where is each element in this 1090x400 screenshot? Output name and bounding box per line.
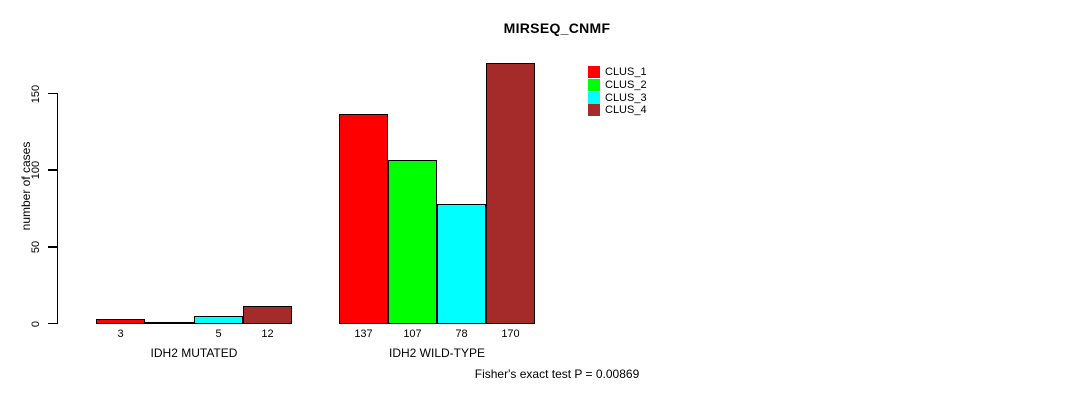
y-tick-label: 150 <box>30 84 42 103</box>
y-tick-label: 0 <box>30 320 42 327</box>
bar-clus_4-idh2-wild-type <box>486 62 535 324</box>
bar-value-label: 12 <box>261 328 274 340</box>
fisher-test-annotation: Fisher's exact test P = 0.00869 <box>474 367 640 381</box>
bar-clus_3-idh2-wild-type <box>437 203 486 324</box>
legend-swatch-clus_2 <box>588 78 600 91</box>
legend-label: CLUS_4 <box>605 104 647 117</box>
y-tick-mark <box>48 92 58 94</box>
legend-swatch-clus_1 <box>588 66 600 78</box>
bar-value-label: 107 <box>403 328 422 340</box>
y-tick-mark <box>48 169 58 171</box>
bar-clus_1-idh2-wild-type <box>339 113 388 324</box>
bar-value-label: 170 <box>501 328 520 340</box>
bar-value-label: 137 <box>354 328 373 340</box>
bar-value-label: 3 <box>117 328 124 340</box>
legend-row: CLUS_1 <box>588 66 647 78</box>
bar-clus_2-idh2-wild-type <box>388 159 437 324</box>
legend-row: CLUS_4 <box>588 104 647 117</box>
category-label-idh2-wild-type: IDH2 WILD-TYPE <box>388 346 485 360</box>
legend-label: CLUS_1 <box>605 66 647 78</box>
legend-row: CLUS_3 <box>588 91 647 104</box>
legend: CLUS_1 CLUS_2 CLUS_3 CLUS_4 <box>588 66 647 117</box>
bar-value-label: 78 <box>455 328 468 340</box>
y-tick-mark <box>48 246 58 248</box>
y-axis-label: number of cases <box>19 141 33 231</box>
bar-clus_3-idh2-mutated <box>194 315 243 324</box>
legend-label: CLUS_2 <box>605 78 647 91</box>
legend-row: CLUS_2 <box>588 78 647 91</box>
legend-label: CLUS_3 <box>605 91 647 104</box>
chart-title: MIRSEQ_CNMF <box>503 20 611 36</box>
bar-value-label: 5 <box>215 328 222 340</box>
legend-swatch-clus_3 <box>588 91 600 104</box>
y-tick-mark <box>48 322 58 325</box>
y-tick-label: 100 <box>30 161 42 180</box>
bar-clus_4-idh2-mutated <box>243 305 292 324</box>
y-axis-line <box>56 93 58 324</box>
category-label-idh2-mutated: IDH2 MUTATED <box>150 346 238 360</box>
legend-swatch-clus_4 <box>588 104 600 117</box>
bar-clus_1-idh2-mutated <box>96 318 145 324</box>
y-tick-label: 50 <box>30 240 42 254</box>
